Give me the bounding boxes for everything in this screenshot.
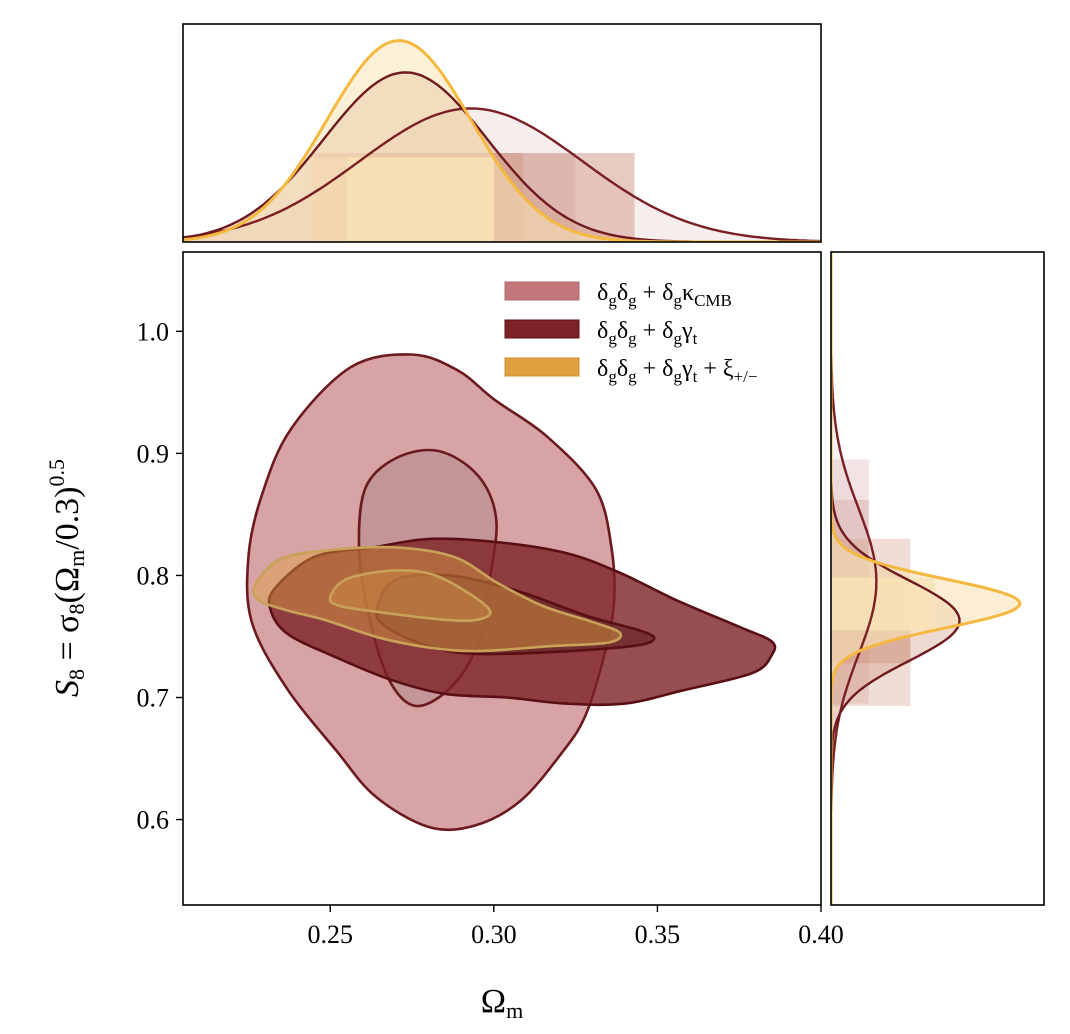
x-axis-ticks: 0.25 0.30 0.35 0.40 (307, 905, 844, 949)
contour-68-xi (328, 569, 492, 623)
y-tick-label: 0.6 (137, 806, 170, 835)
legend-text-part: γ (681, 318, 693, 344)
legend-swatch-gt (504, 319, 580, 339)
curve-y-gt (831, 252, 961, 905)
y-tick-label: 0.9 (137, 439, 170, 468)
legend-swatch-xi (504, 357, 580, 377)
x-tick-label: 0.25 (307, 920, 353, 949)
curve-y-xi (831, 252, 1022, 905)
s8-credible-bands (831, 252, 1020, 905)
legend-label-kcmb: δgδg + δgκCMB (597, 280, 732, 310)
contour-68-gt (375, 573, 656, 656)
y-axis-ticks: 0.6 0.7 0.8 0.9 1.0 (137, 317, 183, 835)
x-tick-label: 0.40 (798, 920, 844, 949)
s8-marginal-panel (830, 251, 1045, 906)
joint-contour-panel: 0.25 0.30 0.35 0.40 0.60.70.80.91.0 δgδg + … (137, 251, 844, 949)
area-x-xi (183, 40, 821, 242)
legend-label-xi: δgδg + δgγt + ξ+/− (597, 356, 757, 386)
legend-text-part: g (608, 329, 617, 348)
x-tick-label: 0.30 (471, 920, 517, 949)
omega-m-credible-bands (183, 40, 821, 242)
y-tick-label: 1.0 (137, 317, 170, 346)
legend-label-gt: δgδg + δgγt (597, 318, 698, 348)
legend-text-part: δ (617, 318, 628, 344)
top-panel-frame (182, 23, 822, 243)
legend-text-part: g (608, 291, 617, 310)
legend-text-part: + δ (637, 318, 674, 344)
legend-text-part: + ξ (697, 356, 734, 382)
legend-text-part: g (673, 291, 682, 310)
legend-text-part: + δ (637, 280, 674, 306)
legend-text-part: t (693, 367, 698, 386)
legend-text-part: +/− (734, 367, 758, 386)
legend-text-part: g (628, 291, 637, 310)
area-y-xi (831, 252, 1020, 905)
x-axis-label: Ωm (481, 983, 523, 1023)
main-panel-frame (182, 251, 822, 906)
y-tick-label: 0.8 (137, 561, 170, 590)
curve-x-kcmb (183, 107, 821, 242)
legend-text-part: CMB (694, 291, 732, 310)
omega-m-marginal-panel (182, 23, 822, 243)
legend-text-part: t (693, 329, 698, 348)
y-axis-label: S8 = σ8(Ωm/0.3)0.5 (44, 459, 89, 697)
y-tick-label: 0.7 (137, 684, 170, 713)
contour-regions (245, 353, 777, 832)
legend-text-part: g (628, 329, 637, 348)
legend-swatch-kcmb (504, 281, 580, 301)
legend-text-part: g (673, 367, 682, 386)
right-panel-frame (830, 251, 1045, 906)
legend-text-part: γ (681, 356, 693, 382)
legend-text-part: δ (617, 280, 628, 306)
contour-95-xi (251, 545, 623, 653)
legend-text-part: δ (597, 318, 608, 344)
legend-text-part: g (608, 367, 617, 386)
x-tick-label: 0.35 (635, 920, 681, 949)
legend-text-part: g (673, 329, 682, 348)
legend-text-part: δ (617, 356, 628, 382)
curve-x-xi (183, 39, 821, 242)
legend-text-part: κ (682, 280, 694, 306)
legend-text-part: + δ (637, 356, 674, 382)
legend-text-part: g (628, 367, 637, 386)
legend-text-part: δ (597, 356, 608, 382)
legend-text-part: δ (597, 280, 608, 306)
